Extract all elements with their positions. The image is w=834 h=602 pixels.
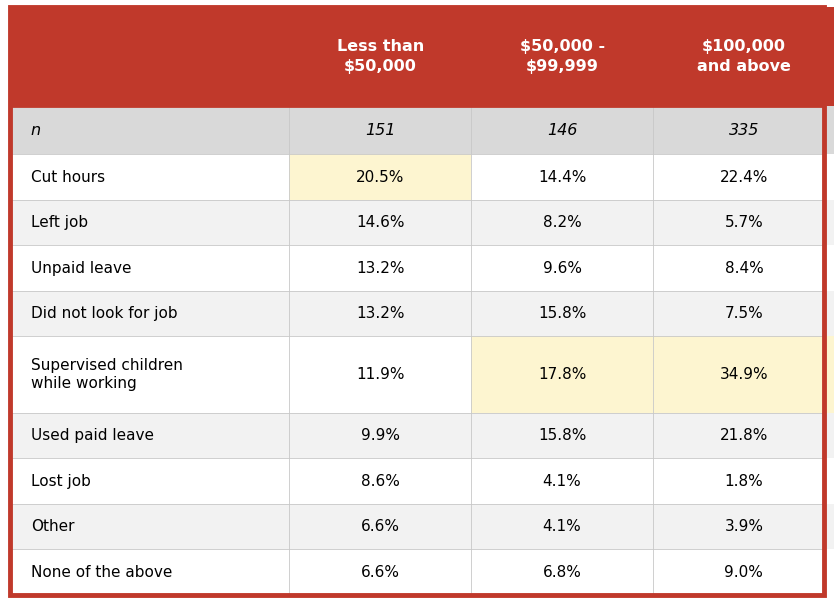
Text: 3.9%: 3.9% — [725, 519, 763, 534]
Bar — [10, 155, 289, 200]
Text: 6.6%: 6.6% — [361, 519, 399, 534]
Text: 17.8%: 17.8% — [538, 367, 586, 382]
Text: Cut hours: Cut hours — [31, 170, 105, 185]
Bar — [289, 413, 471, 458]
Bar — [289, 291, 471, 337]
Text: $50,000 -
$99,999: $50,000 - $99,999 — [520, 39, 605, 74]
Bar — [471, 155, 653, 200]
Text: 146: 146 — [547, 123, 577, 138]
Text: 4.1%: 4.1% — [543, 519, 581, 534]
Bar — [10, 504, 289, 549]
Text: Used paid leave: Used paid leave — [31, 428, 153, 443]
Bar — [653, 155, 834, 200]
Text: Less than
$50,000: Less than $50,000 — [337, 39, 424, 74]
Bar — [289, 107, 471, 155]
Bar — [471, 337, 653, 413]
Bar — [653, 504, 834, 549]
Bar — [653, 337, 834, 413]
Bar — [289, 155, 471, 200]
Bar — [289, 504, 471, 549]
Text: 8.6%: 8.6% — [361, 474, 399, 488]
Bar — [653, 7, 834, 107]
Text: Did not look for job: Did not look for job — [31, 306, 178, 321]
Text: 15.8%: 15.8% — [538, 306, 586, 321]
Text: 151: 151 — [365, 123, 395, 138]
Text: Supervised children
while working: Supervised children while working — [31, 358, 183, 391]
Bar — [653, 107, 834, 155]
Text: 335: 335 — [729, 123, 759, 138]
Text: 14.6%: 14.6% — [356, 215, 404, 230]
Text: Unpaid leave: Unpaid leave — [31, 261, 132, 276]
Text: n: n — [31, 123, 41, 138]
Bar — [471, 458, 653, 504]
Bar — [471, 246, 653, 291]
Text: 15.8%: 15.8% — [538, 428, 586, 443]
Text: 8.4%: 8.4% — [725, 261, 763, 276]
Bar — [10, 337, 289, 413]
Bar — [653, 246, 834, 291]
Text: 9.9%: 9.9% — [361, 428, 399, 443]
Bar — [653, 413, 834, 458]
Bar — [10, 549, 289, 595]
Bar — [471, 107, 653, 155]
Text: 9.6%: 9.6% — [543, 261, 581, 276]
Text: Other: Other — [31, 519, 74, 534]
Text: 13.2%: 13.2% — [356, 261, 404, 276]
Text: 21.8%: 21.8% — [720, 428, 768, 443]
Bar — [289, 337, 471, 413]
Bar — [10, 246, 289, 291]
Text: 22.4%: 22.4% — [720, 170, 768, 185]
Bar — [289, 458, 471, 504]
Bar — [471, 549, 653, 595]
Text: 13.2%: 13.2% — [356, 306, 404, 321]
Text: 7.5%: 7.5% — [725, 306, 763, 321]
Bar — [653, 291, 834, 337]
Text: None of the above: None of the above — [31, 565, 173, 580]
Bar — [289, 7, 471, 107]
Text: 4.1%: 4.1% — [543, 474, 581, 488]
Bar — [471, 504, 653, 549]
Text: $100,000
and above: $100,000 and above — [697, 39, 791, 74]
Bar — [10, 7, 289, 107]
Bar — [289, 246, 471, 291]
Bar — [10, 200, 289, 246]
Text: 11.9%: 11.9% — [356, 367, 404, 382]
Bar — [653, 458, 834, 504]
Bar — [289, 549, 471, 595]
Text: 6.6%: 6.6% — [361, 565, 399, 580]
Text: 8.2%: 8.2% — [543, 215, 581, 230]
Text: 6.8%: 6.8% — [543, 565, 581, 580]
Bar — [471, 200, 653, 246]
Bar — [289, 200, 471, 246]
Text: 9.0%: 9.0% — [725, 565, 763, 580]
Bar — [10, 291, 289, 337]
Bar — [471, 413, 653, 458]
Bar — [653, 200, 834, 246]
Text: 1.8%: 1.8% — [725, 474, 763, 488]
Text: Lost job: Lost job — [31, 474, 91, 488]
Text: 34.9%: 34.9% — [720, 367, 768, 382]
Bar — [10, 107, 289, 155]
Bar — [471, 7, 653, 107]
Text: 14.4%: 14.4% — [538, 170, 586, 185]
Text: 5.7%: 5.7% — [725, 215, 763, 230]
Text: Left job: Left job — [31, 215, 88, 230]
Bar — [10, 413, 289, 458]
Bar — [471, 291, 653, 337]
Bar — [653, 549, 834, 595]
Text: 20.5%: 20.5% — [356, 170, 404, 185]
Bar — [10, 458, 289, 504]
